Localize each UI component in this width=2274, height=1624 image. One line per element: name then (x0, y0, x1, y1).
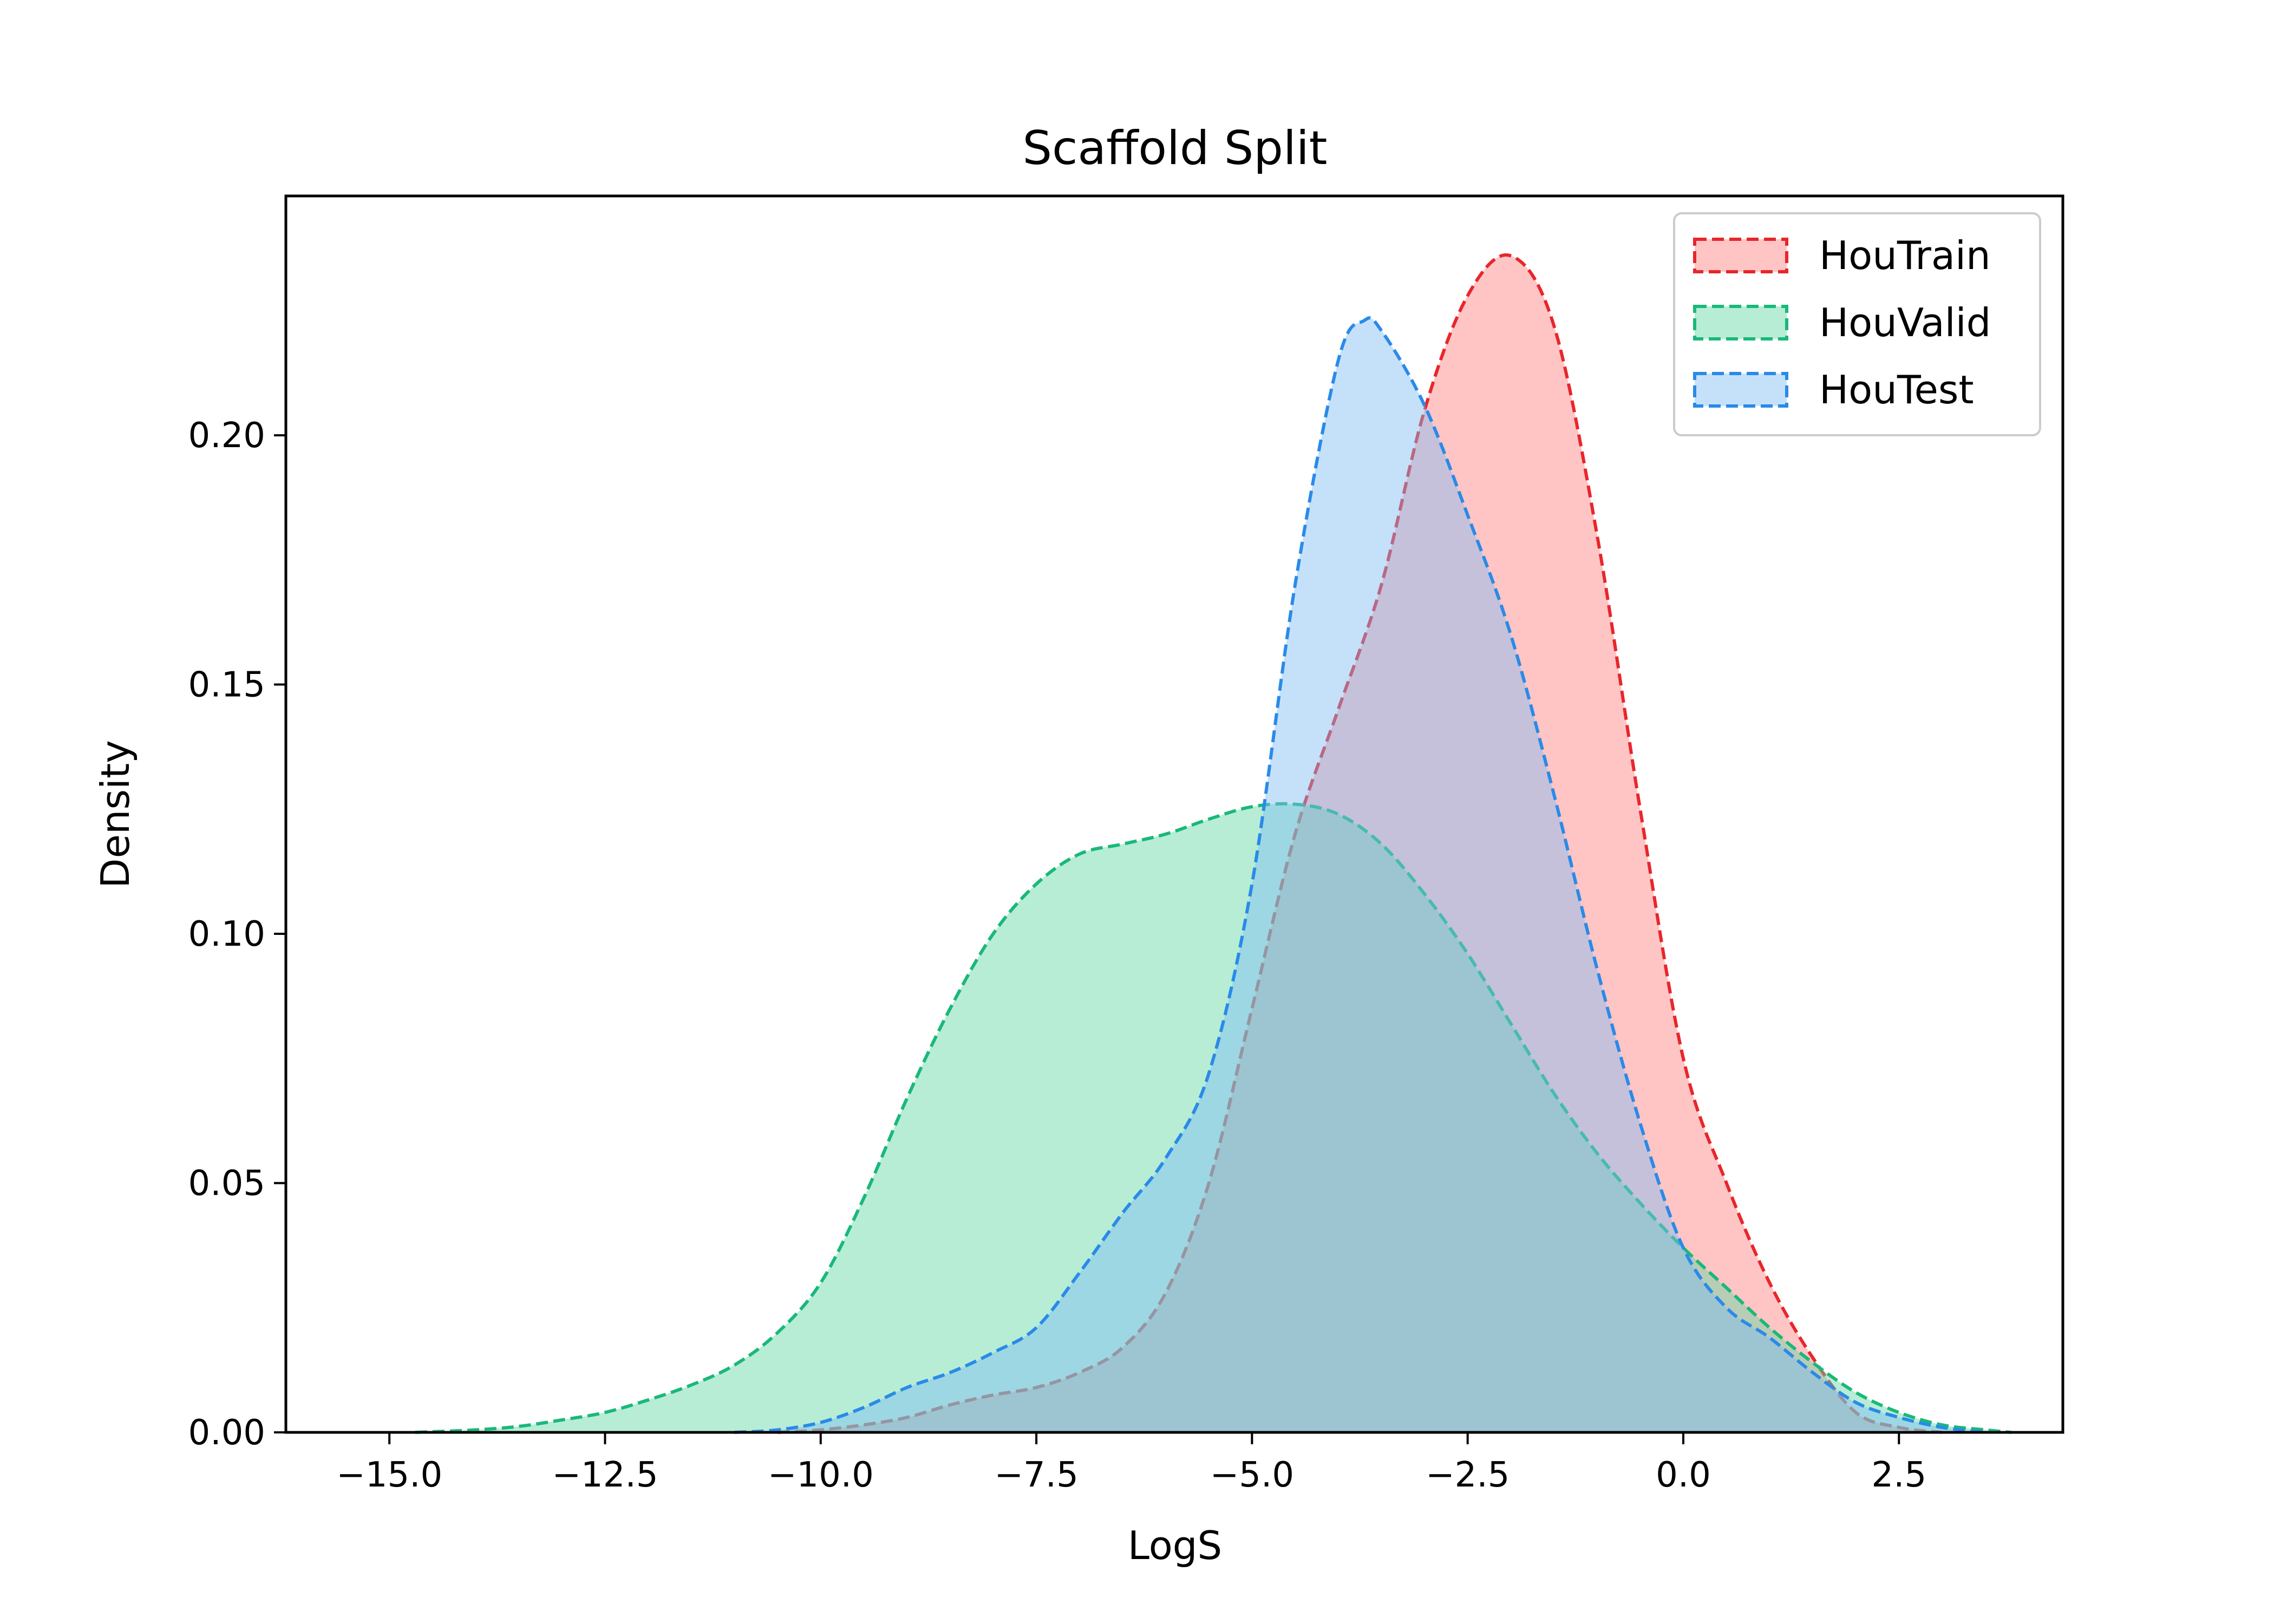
x-tick-label: −2.5 (1426, 1455, 1510, 1495)
area-houtest (734, 318, 1985, 1433)
x-tick-label: 2.5 (1871, 1455, 1926, 1495)
y-axis-label: Density (93, 740, 138, 888)
x-axis-label: LogS (1128, 1523, 1222, 1568)
legend-label-houtrain: HouTrain (1819, 233, 1991, 278)
x-axis: −15.0 −12.5 −10.0 −7.5 −5.0 −2.5 0.0 2.5 (336, 1432, 1926, 1495)
legend: HouTrain HouValid HouTest (1673, 212, 2041, 436)
line-houvalid (415, 802, 2011, 1434)
legend-label-houvalid: HouValid (1819, 300, 1991, 345)
y-tick-label: 0.00 (188, 1413, 266, 1453)
legend-swatch-houtrain (1693, 238, 1788, 273)
y-axis: 0.00 0.05 0.10 0.15 0.20 (188, 416, 286, 1453)
x-tick-label: −5.0 (1210, 1455, 1294, 1495)
series-areas (415, 253, 2011, 1434)
line-houtrain (777, 253, 1943, 1434)
chart-title: Scaffold Split (1023, 121, 1328, 175)
area-houtrain (777, 255, 1942, 1433)
x-tick-label: −12.5 (552, 1455, 658, 1495)
legend-swatch-houtest (1693, 372, 1788, 408)
x-tick-label: −15.0 (336, 1455, 442, 1495)
y-tick-label: 0.10 (188, 914, 266, 954)
line-houtest (734, 316, 1985, 1434)
y-tick-label: 0.20 (188, 416, 266, 456)
x-tick-label: −10.0 (768, 1455, 874, 1495)
y-tick-label: 0.05 (188, 1164, 266, 1204)
legend-swatch-houvalid (1693, 305, 1788, 340)
legend-box (1673, 212, 2041, 436)
plot-frame (284, 194, 2064, 1434)
legend-label-houtest: HouTest (1819, 367, 1974, 412)
y-tick-label: 0.15 (188, 665, 266, 705)
x-tick-label: −7.5 (994, 1455, 1078, 1495)
area-houvalid (415, 803, 2011, 1432)
x-tick-label: 0.0 (1656, 1455, 1711, 1495)
